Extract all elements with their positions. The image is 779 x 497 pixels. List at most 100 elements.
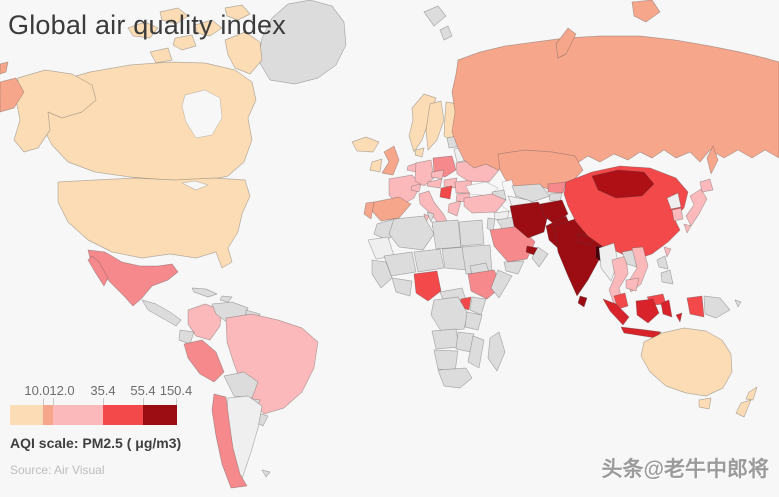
country-canada-arctic-island bbox=[172, 34, 197, 51]
country-russia bbox=[451, 35, 779, 171]
country-switzerland bbox=[410, 183, 422, 193]
country-niger bbox=[413, 248, 445, 273]
country-libya bbox=[431, 219, 462, 250]
country-greece bbox=[447, 200, 462, 217]
legend-tick-mark bbox=[143, 398, 144, 405]
country-canada-arctic-island bbox=[194, 19, 223, 37]
country-norway bbox=[408, 93, 437, 153]
country-japan-kyushu bbox=[683, 223, 692, 234]
country-denmark bbox=[414, 147, 425, 158]
country-chile bbox=[211, 393, 248, 489]
svalbard bbox=[423, 5, 447, 27]
country-canada-arctic-island bbox=[149, 47, 173, 64]
legend-segment-band2 bbox=[43, 405, 53, 425]
country-algeria bbox=[388, 215, 435, 251]
country-australia-tasmania bbox=[698, 397, 712, 410]
country-cuba bbox=[191, 287, 218, 298]
country-spain bbox=[370, 196, 412, 222]
legend-tick-mark bbox=[103, 398, 104, 405]
country-portugal bbox=[363, 201, 375, 220]
legend-scale-label: AQI scale: PM2.5 ( μg/m3) bbox=[10, 435, 182, 451]
country-ghana-ivory-coast bbox=[391, 277, 413, 297]
country-usa bbox=[57, 177, 251, 269]
country-indonesia-maluku bbox=[675, 312, 683, 323]
country-tanzania bbox=[464, 311, 483, 331]
country-usa-alaska bbox=[13, 69, 97, 153]
country-sweden bbox=[425, 100, 445, 151]
legend-segment-band1 bbox=[10, 405, 43, 425]
country-russia-chukotka-west-edge bbox=[0, 77, 25, 113]
svalbard-south bbox=[439, 25, 453, 41]
country-united-kingdom bbox=[381, 145, 400, 176]
country-tunisia bbox=[426, 211, 435, 223]
watermark-toutiao: 头条@老牛中郎将 bbox=[601, 458, 769, 481]
country-australia bbox=[640, 327, 733, 397]
legend-tick-mark bbox=[43, 398, 44, 405]
country-peru bbox=[183, 339, 225, 383]
country-oman bbox=[531, 246, 549, 268]
country-philippines-luzon bbox=[656, 255, 669, 270]
legend-segment-band4 bbox=[103, 405, 143, 425]
country-senegal-guinea bbox=[371, 259, 393, 289]
legend-segment-band5 bbox=[143, 405, 177, 425]
country-russia-west-edge-fragment bbox=[0, 61, 9, 75]
country-hispaniola bbox=[219, 295, 233, 303]
country-malaysia-peninsula bbox=[613, 292, 629, 310]
country-indonesia-sumatra bbox=[602, 298, 630, 326]
country-ethiopia bbox=[467, 269, 503, 300]
country-nigeria bbox=[413, 270, 442, 302]
legend-tick-label-3: 35.4 bbox=[90, 383, 116, 398]
country-serbia-bosnia bbox=[439, 185, 453, 200]
country-north-korea bbox=[666, 192, 682, 210]
legend-tick-label-5: 150.4 bbox=[159, 383, 193, 398]
legend-tick-label-1: 10.0 bbox=[24, 383, 50, 398]
falkland-islands bbox=[261, 469, 271, 478]
country-russia-arctic-island bbox=[631, 0, 661, 23]
country-japan-hokkaido bbox=[699, 178, 714, 193]
country-canada-baffin-island bbox=[224, 31, 263, 75]
country-drc bbox=[430, 296, 469, 332]
country-ecuador bbox=[178, 329, 195, 345]
country-greenland bbox=[257, 0, 347, 85]
legend-tick-label-2: 12.0 bbox=[49, 383, 75, 398]
country-south-korea bbox=[671, 207, 684, 222]
country-iceland bbox=[351, 136, 380, 153]
country-mozambique bbox=[467, 335, 485, 369]
country-iran bbox=[509, 201, 549, 239]
country-hungary bbox=[443, 177, 458, 189]
legend-tick-mark bbox=[176, 398, 177, 405]
country-indonesia-sulawesi bbox=[660, 299, 673, 318]
country-indonesia-kalimantan bbox=[635, 298, 660, 324]
region-central-america bbox=[141, 299, 182, 327]
country-austria bbox=[426, 178, 443, 189]
legend-tick-label-4: 55.4 bbox=[130, 383, 156, 398]
country-new-zealand-north bbox=[745, 386, 758, 401]
country-uzbekistan bbox=[511, 183, 551, 203]
country-south-africa bbox=[437, 367, 473, 389]
country-canada-arctic-island bbox=[127, 21, 159, 39]
country-canada-arctic-island bbox=[159, 7, 189, 25]
country-angola bbox=[431, 328, 460, 350]
country-papua-new-guinea bbox=[703, 295, 731, 319]
country-canada-arctic-island bbox=[224, 4, 251, 21]
country-yemen bbox=[503, 260, 525, 275]
country-turkey bbox=[463, 193, 507, 214]
country-kenya bbox=[469, 296, 487, 316]
country-cambodia bbox=[625, 277, 640, 292]
country-sri-lanka bbox=[577, 295, 588, 308]
country-somalia bbox=[490, 269, 513, 299]
legend-color-bar bbox=[10, 405, 177, 425]
country-madagascar bbox=[487, 331, 506, 372]
country-new-zealand-south bbox=[735, 399, 752, 418]
country-indonesia-west-papua bbox=[686, 295, 705, 318]
country-japan-honshu bbox=[685, 188, 708, 227]
country-egypt bbox=[458, 219, 485, 247]
legend-segment-band3 bbox=[53, 405, 103, 425]
legend-tick-mark bbox=[53, 398, 54, 405]
country-taiwan bbox=[663, 246, 672, 258]
country-ireland bbox=[369, 158, 383, 173]
great-lakes bbox=[181, 180, 209, 191]
country-mongolia bbox=[591, 169, 655, 199]
